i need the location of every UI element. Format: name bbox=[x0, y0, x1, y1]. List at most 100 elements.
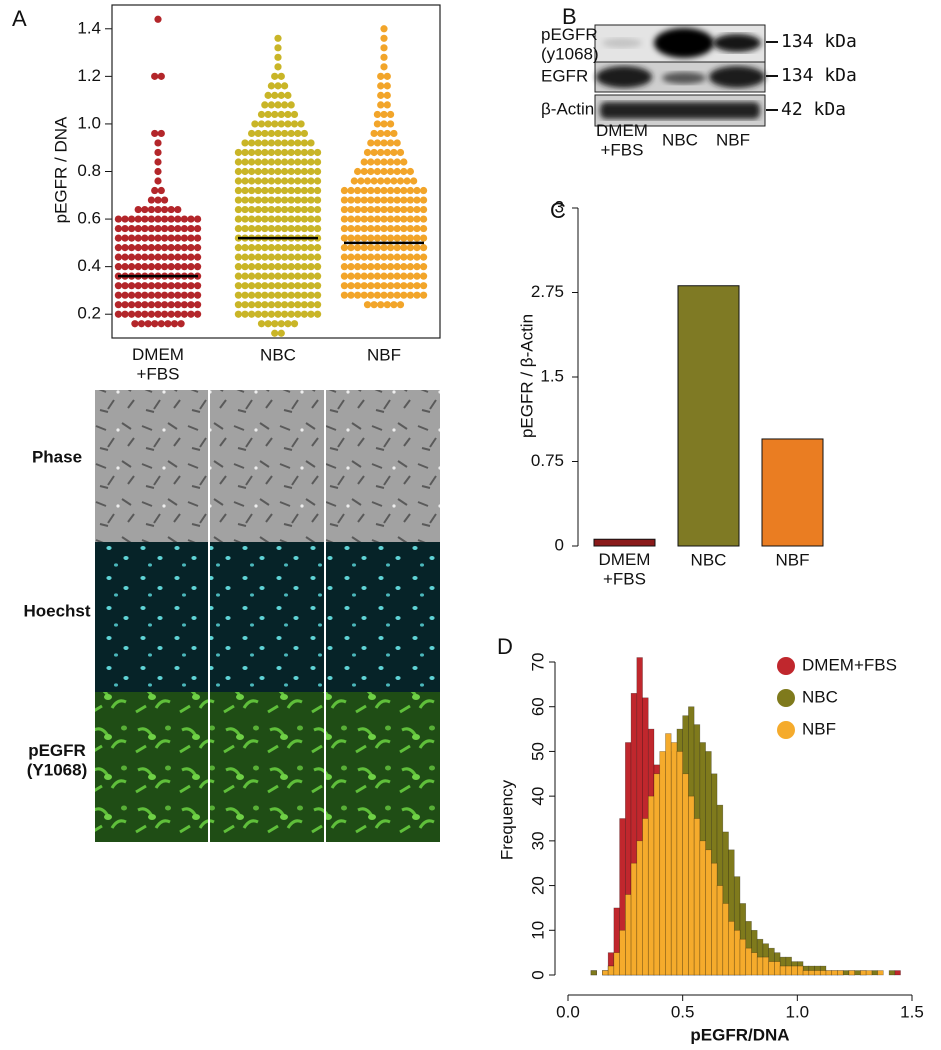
dot bbox=[154, 205, 162, 214]
dot bbox=[141, 301, 149, 309]
dot bbox=[128, 234, 136, 242]
dot bbox=[274, 224, 282, 233]
dot bbox=[147, 196, 155, 204]
dot bbox=[387, 186, 395, 195]
dot bbox=[380, 263, 388, 271]
y-tick-label: 50 bbox=[528, 742, 547, 761]
dot bbox=[277, 320, 285, 328]
dot bbox=[187, 215, 195, 223]
dot bbox=[241, 244, 249, 252]
dot bbox=[271, 120, 279, 128]
histogram-bar bbox=[779, 965, 787, 976]
dot bbox=[413, 215, 421, 223]
dot bbox=[128, 301, 136, 309]
dot bbox=[271, 91, 279, 99]
dot bbox=[234, 253, 242, 261]
dot bbox=[261, 282, 269, 290]
dot bbox=[387, 120, 395, 128]
dot bbox=[194, 291, 202, 299]
dot bbox=[137, 320, 146, 328]
histogram-bar bbox=[814, 970, 821, 976]
dot bbox=[281, 158, 289, 166]
dot bbox=[241, 148, 249, 157]
dot bbox=[377, 129, 385, 138]
dot bbox=[387, 234, 395, 242]
dot bbox=[360, 224, 368, 233]
y-tick-label: 0.8 bbox=[77, 161, 101, 180]
x-tick-label: 0.5 bbox=[671, 1002, 695, 1021]
histogram-bar bbox=[642, 818, 649, 976]
dot bbox=[367, 186, 375, 195]
dot bbox=[248, 215, 256, 223]
dot bbox=[267, 129, 275, 138]
dot bbox=[387, 244, 395, 252]
dot bbox=[367, 253, 375, 261]
dot bbox=[420, 224, 428, 233]
dot bbox=[194, 244, 202, 252]
histogram-bar bbox=[877, 970, 884, 976]
dot bbox=[287, 129, 295, 138]
dot bbox=[241, 282, 249, 290]
dot bbox=[406, 205, 414, 214]
dot bbox=[241, 291, 249, 299]
blot-panel: B pEGFR (y1068) EGFR β-Actin 134 kDa 134 … bbox=[541, 4, 857, 160]
dot bbox=[300, 224, 308, 233]
dot bbox=[234, 301, 242, 309]
dot bbox=[234, 196, 242, 204]
size-label: 42 kDa bbox=[781, 99, 846, 120]
dot bbox=[370, 148, 378, 157]
dot bbox=[248, 272, 256, 280]
histogram-bar bbox=[785, 965, 792, 976]
dot bbox=[406, 253, 414, 261]
dot bbox=[307, 186, 315, 195]
legend-marker bbox=[777, 657, 795, 675]
dot bbox=[287, 215, 295, 223]
dot bbox=[277, 72, 285, 80]
dot bbox=[367, 272, 375, 280]
dot bbox=[287, 282, 295, 290]
dot bbox=[354, 224, 362, 233]
panel-label: C bbox=[550, 198, 566, 223]
dot bbox=[380, 167, 388, 176]
dot bbox=[367, 244, 375, 252]
dot bbox=[254, 253, 262, 261]
dot bbox=[373, 205, 381, 214]
dot bbox=[294, 186, 302, 195]
dot bbox=[134, 282, 142, 290]
dot bbox=[360, 244, 368, 252]
dot bbox=[400, 158, 408, 166]
x-tick-label: NBF bbox=[776, 550, 810, 569]
dot bbox=[300, 129, 308, 138]
dot bbox=[128, 224, 136, 233]
dot bbox=[380, 44, 388, 52]
dot bbox=[420, 253, 428, 261]
histogram-bar bbox=[722, 903, 729, 976]
dot bbox=[141, 244, 149, 252]
dot bbox=[131, 320, 139, 328]
histogram-bar bbox=[705, 849, 712, 976]
dot bbox=[134, 301, 142, 309]
dot bbox=[290, 120, 299, 128]
dot bbox=[281, 177, 289, 185]
dot bbox=[154, 158, 162, 166]
dot bbox=[377, 72, 385, 80]
dot bbox=[241, 301, 249, 309]
dot bbox=[121, 215, 129, 223]
dot bbox=[147, 291, 155, 299]
x-tick-label: 1.5 bbox=[900, 1002, 924, 1021]
dot bbox=[194, 263, 202, 271]
dot bbox=[367, 291, 375, 299]
dot bbox=[114, 244, 122, 252]
dot bbox=[377, 177, 385, 185]
dot bbox=[400, 186, 408, 195]
dot bbox=[287, 253, 295, 261]
dot bbox=[151, 129, 159, 138]
dot bbox=[340, 215, 348, 223]
dot bbox=[387, 253, 395, 261]
dot bbox=[294, 167, 302, 176]
y-tick-label: 1.2 bbox=[77, 66, 101, 85]
dot bbox=[248, 129, 256, 138]
dot bbox=[234, 167, 242, 176]
dot bbox=[121, 234, 129, 242]
dot bbox=[261, 158, 269, 166]
